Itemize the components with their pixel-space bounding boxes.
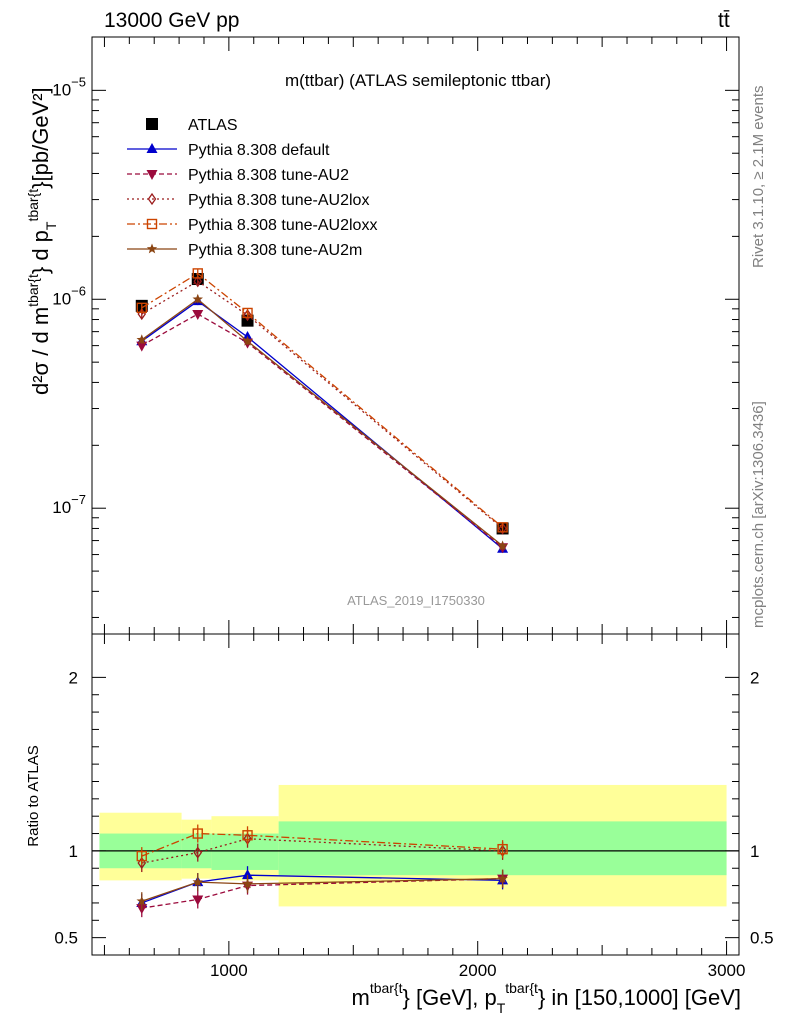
- ratio-series: [136, 824, 509, 918]
- rivet-label: Rivet 3.1.10, ≥ 2.1M events: [750, 86, 767, 269]
- ratio-point-au2m: [497, 873, 508, 884]
- ratio-point-au2loxx: [192, 828, 203, 839]
- data-point-au2m: [192, 293, 203, 304]
- ratio-point-default: [242, 869, 254, 880]
- x-tick-label: 2000: [459, 961, 497, 980]
- ratio-line-default: [141, 874, 503, 904]
- ratio-line-au2m: [141, 878, 503, 902]
- series-atlas: [135, 273, 509, 535]
- ratio-point-au2loxx: [242, 830, 253, 841]
- process-label: tt̄: [718, 9, 730, 32]
- ratio-line-au2loxx: [141, 832, 503, 857]
- legend-marker-atlas: [146, 118, 158, 130]
- series-line-au2lox: [141, 280, 504, 529]
- ratio-point-au2m: [242, 878, 253, 889]
- ratio-point-au2lox: [193, 846, 203, 859]
- series-line-au2loxx: [141, 272, 504, 528]
- legend-entry-default: Pythia 8.308 default: [127, 142, 330, 159]
- data-point-au2m: [242, 335, 253, 346]
- series-au2: [136, 310, 509, 554]
- ratio-uncertainty-bands: [92, 784, 739, 907]
- legend-label: Pythia 8.308 tune-AU2lox: [188, 192, 369, 209]
- legend-entry-au2lox: Pythia 8.308 tune-AU2lox: [127, 192, 369, 209]
- series-au2loxx: [136, 268, 508, 533]
- series-au2m: [136, 293, 508, 551]
- main-axis-ticks: 10−5 10−6 10−7: [52, 37, 739, 634]
- x-tick-label: 1000: [210, 961, 248, 980]
- legend-marker-au2m: [146, 243, 158, 254]
- legend-label: ATLAS: [188, 117, 238, 134]
- legend-label: Pythia 8.308 tune-AU2loxx: [188, 217, 377, 234]
- ratio-y-tick-label: 2: [69, 668, 78, 687]
- legend-label: Pythia 8.308 tune-AU2: [188, 167, 349, 184]
- main-panel: m(ttbar) (ATLAS semileptonic ttbar) ATLA…: [25, 36, 740, 635]
- series-au2lox: [137, 275, 507, 535]
- series-line-default: [141, 300, 504, 550]
- legend-entry-au2: Pythia 8.308 tune-AU2: [127, 167, 349, 184]
- legend-entry-au2loxx: Pythia 8.308 tune-AU2loxx: [127, 217, 377, 234]
- main-series: [135, 268, 509, 554]
- legend-entry-au2m: Pythia 8.308 tune-AU2m: [127, 242, 362, 259]
- data-point-au2lox: [243, 308, 252, 322]
- ratio-frame: [91, 633, 740, 956]
- legend-label: Pythia 8.308 default: [188, 142, 330, 159]
- x-axis-label: mtbar{t} [GeV], pTtbar{t} in [150,1000] …: [351, 980, 741, 1016]
- data-point-au2: [136, 341, 148, 352]
- ratio-point-au2m: [192, 876, 203, 887]
- ratio-y-tick-label: 0.5: [54, 929, 78, 948]
- data-point-au2: [192, 310, 204, 321]
- data-point-au2loxx: [497, 522, 508, 533]
- ratio-line-au2lox: [141, 838, 503, 864]
- data-point-au2lox: [498, 522, 507, 535]
- legend-marker-au2: [146, 170, 158, 180]
- data-point-au2lox: [193, 275, 203, 288]
- ratio-y-axis-label: Ratio to ATLAS: [25, 745, 42, 846]
- ratio-point-au2: [192, 895, 204, 906]
- series-default: [136, 295, 509, 553]
- legend-label: Pythia 8.308 tune-AU2m: [188, 242, 362, 259]
- ratio-y-tick-label: 1: [69, 842, 78, 861]
- ratio-point-au2m: [136, 895, 147, 906]
- main-y-axis-label: d²σ / d mtbar{t} d pTtbar{t}[pb/GeV²]: [25, 87, 59, 395]
- legend-marker-default: [146, 143, 158, 153]
- analysis-watermark: ATLAS_2019_I1750330: [347, 593, 485, 608]
- ratio-point-au2loxx: [136, 850, 147, 862]
- ratio-point-au2lox: [137, 856, 147, 870]
- ratio-series-au2loxx: [136, 824, 508, 866]
- data-point-au2m: [136, 334, 147, 345]
- ratio-y-tick-label-right: 0.5: [750, 929, 774, 948]
- ratio-point-au2loxx: [497, 843, 508, 855]
- energy-label: 13000 GeV pp: [104, 9, 239, 32]
- legend-marker-au2lox: [147, 192, 157, 206]
- ratio-y-tick-label-right: 1: [750, 842, 759, 861]
- legend-marker-au2loxx: [146, 218, 158, 230]
- y-tick-label: 10−7: [52, 492, 86, 517]
- y-tick-label: 10−5: [52, 74, 86, 99]
- y-tick-label: 10−6: [52, 283, 86, 308]
- data-point-au2loxx: [242, 307, 253, 319]
- series-line-au2m: [141, 298, 504, 547]
- data-point-au2m: [497, 540, 508, 551]
- x-tick-label: 3000: [708, 961, 746, 980]
- ratio-axis-ticks: 0.5 0.5 1 1 2 2 1000 2000 3000: [54, 634, 774, 980]
- ratio-line-au2: [141, 878, 503, 909]
- legend: ATLAS Pythia 8.308 default Pythia 8.308 tu…: [127, 117, 377, 259]
- legend-entry-atlas: ATLAS: [146, 117, 238, 134]
- ratio-series-au2m: [136, 869, 508, 911]
- ratio-panel: 0.5 0.5 1 1 2 2 1000 2000 3000 Ratio to ATLAS mt…: [25, 633, 774, 1016]
- data-point-au2loxx: [192, 268, 203, 279]
- main-title: m(ttbar) (ATLAS semileptonic ttbar): [285, 71, 551, 90]
- mcplots-label: mcplots.cern.ch [arXiv:1306.3436]: [750, 401, 767, 628]
- data-point-au2loxx: [136, 302, 147, 314]
- series-line-au2: [141, 313, 504, 548]
- ratio-y-tick-label-right: 2: [750, 668, 759, 687]
